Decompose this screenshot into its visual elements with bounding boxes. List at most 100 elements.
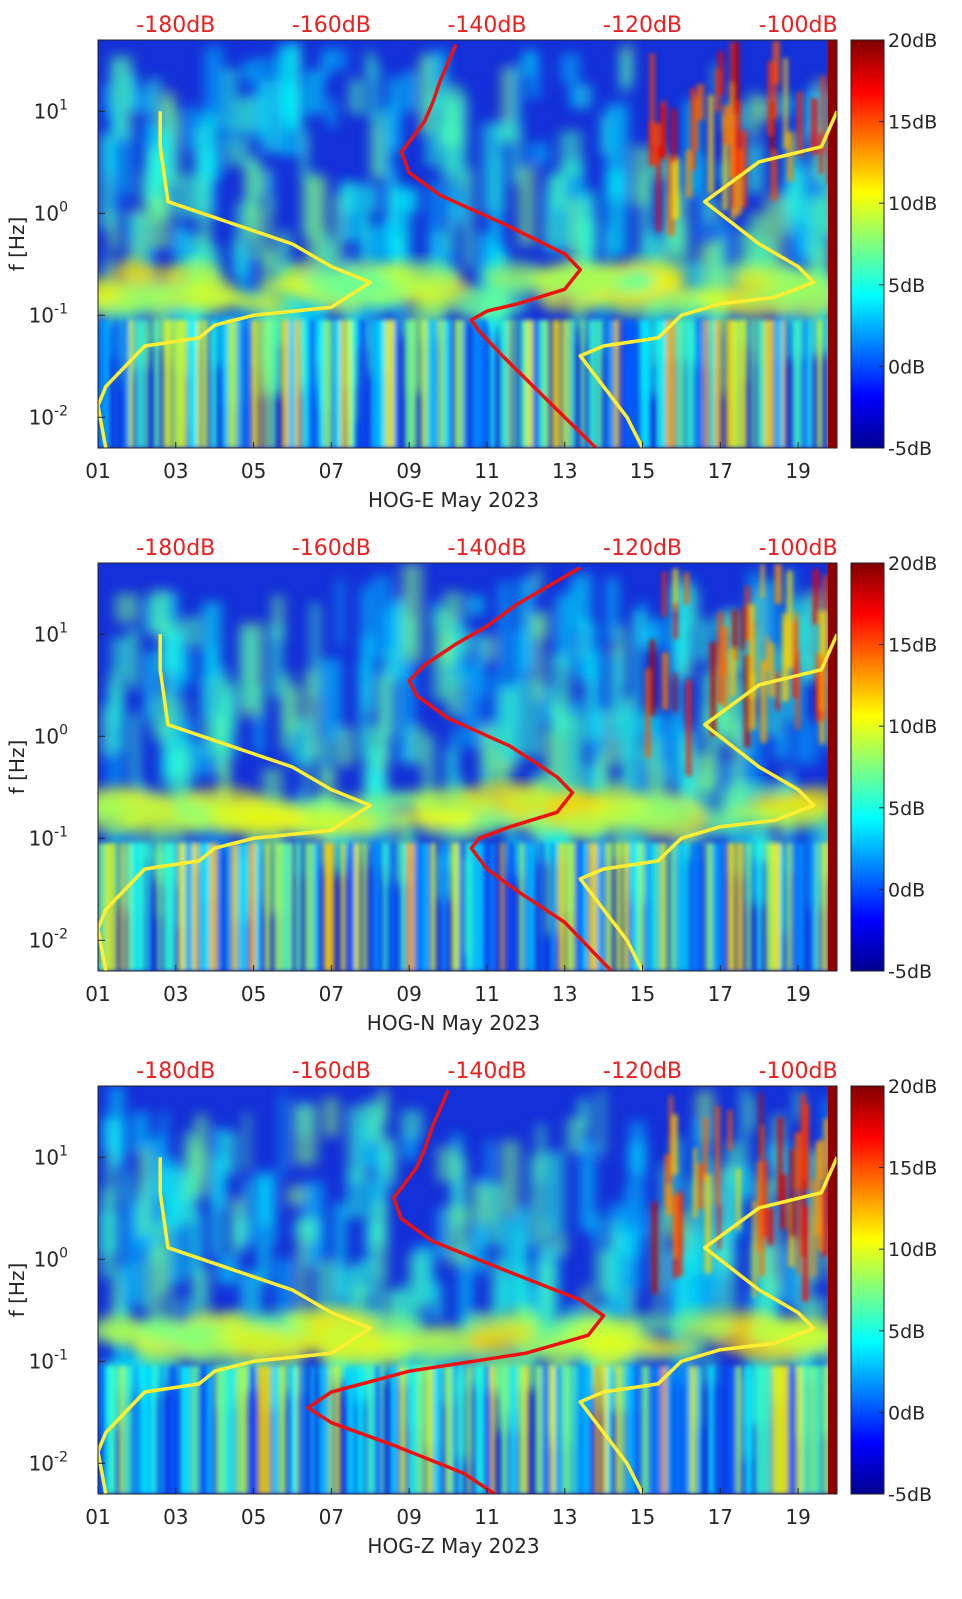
colorbar-label: 0dB bbox=[888, 356, 925, 378]
series-line-1 bbox=[98, 111, 373, 448]
colorbar bbox=[850, 562, 885, 972]
y-tick-label: 100 bbox=[34, 199, 68, 225]
y-axis-label: f [Hz] bbox=[5, 217, 29, 272]
colorbar-label: 20dB bbox=[888, 30, 937, 52]
x-tick-label: 01 bbox=[85, 459, 110, 483]
series-line-2 bbox=[578, 633, 837, 971]
y-tick-label: 10-1 bbox=[29, 1347, 68, 1373]
x-tick-label: 19 bbox=[785, 459, 810, 483]
colorbar bbox=[850, 1085, 885, 1495]
top-axis-label: -120dB bbox=[603, 1059, 682, 1084]
x-tick-label: 17 bbox=[708, 1505, 733, 1529]
top-axis-label: -160dB bbox=[292, 536, 371, 561]
x-tick-label: 13 bbox=[552, 982, 577, 1006]
x-tick-label: 01 bbox=[85, 982, 110, 1006]
series-line-2 bbox=[578, 1156, 837, 1494]
series-line-1 bbox=[98, 1157, 373, 1494]
x-tick-label: 15 bbox=[630, 982, 655, 1006]
colorbar-label: 20dB bbox=[888, 1076, 937, 1098]
y-tick-label: 100 bbox=[34, 1245, 68, 1271]
x-tick-label: 15 bbox=[630, 1505, 655, 1529]
x-tick-label: 17 bbox=[708, 982, 733, 1006]
x-tick-label: 11 bbox=[474, 459, 499, 483]
x-tick-label: 17 bbox=[708, 459, 733, 483]
y-tick-label: 10-1 bbox=[29, 301, 68, 327]
series-line-3 bbox=[306, 1090, 606, 1494]
x-axis-label: HOG-Z May 2023 bbox=[367, 1534, 539, 1558]
top-axis-label: -140dB bbox=[447, 1059, 526, 1084]
y-axis-label: f [Hz] bbox=[5, 740, 29, 795]
x-tick-label: 07 bbox=[319, 459, 344, 483]
x-tick-label: 13 bbox=[552, 459, 577, 483]
colorbar bbox=[850, 39, 885, 449]
y-tick-label: 101 bbox=[34, 97, 68, 123]
y-tick-label: 101 bbox=[34, 620, 68, 646]
y-tick-label: 10-2 bbox=[29, 1449, 68, 1475]
series-line-1 bbox=[98, 634, 373, 971]
top-axis-label: -100dB bbox=[759, 536, 838, 561]
y-tick-label: 10-2 bbox=[29, 926, 68, 952]
top-axis-label: -100dB bbox=[759, 1059, 838, 1084]
y-tick-label: 100 bbox=[34, 722, 68, 748]
colorbar-label: 0dB bbox=[888, 879, 925, 901]
top-axis-label: -120dB bbox=[603, 536, 682, 561]
x-tick-label: 03 bbox=[163, 1505, 188, 1529]
plot-frame bbox=[97, 1085, 838, 1495]
series-line-3 bbox=[407, 566, 613, 971]
x-tick-label: 09 bbox=[396, 1505, 421, 1529]
series-line-2 bbox=[578, 110, 837, 448]
colorbar-label: 15dB bbox=[888, 112, 937, 134]
x-tick-label: 05 bbox=[241, 982, 266, 1006]
x-tick-label: 05 bbox=[241, 1505, 266, 1529]
x-tick-label: 03 bbox=[163, 459, 188, 483]
plot-frame bbox=[97, 562, 838, 972]
y-tick-label: 10-1 bbox=[29, 824, 68, 850]
colorbar-label: -5dB bbox=[888, 438, 932, 460]
colorbar-label: 10dB bbox=[888, 716, 937, 738]
y-axis-label: f [Hz] bbox=[5, 1263, 29, 1318]
colorbar-label: 20dB bbox=[888, 553, 937, 575]
top-axis-label: -140dB bbox=[447, 536, 526, 561]
x-tick-label: 09 bbox=[396, 459, 421, 483]
colorbar-label: 10dB bbox=[888, 1239, 937, 1261]
x-tick-label: 01 bbox=[85, 1505, 110, 1529]
top-axis-label: -160dB bbox=[292, 1059, 371, 1084]
panel-1: 01 03 05 07 09 11 13 15 17 19 HOG-E May 2023 10-2 10… bbox=[5, 13, 937, 512]
x-tick-label: 19 bbox=[785, 1505, 810, 1529]
top-axis-label: -160dB bbox=[292, 13, 371, 38]
y-tick-label: 101 bbox=[34, 1143, 68, 1169]
x-axis-label: HOG-E May 2023 bbox=[368, 488, 539, 512]
x-tick-label: 15 bbox=[630, 459, 655, 483]
series-line-3 bbox=[399, 44, 598, 448]
y-tick-label: 10-2 bbox=[29, 403, 68, 429]
x-tick-label: 09 bbox=[396, 982, 421, 1006]
colorbar-label: 15dB bbox=[888, 1158, 937, 1180]
colorbar-label: 5dB bbox=[888, 1321, 925, 1343]
spectrogram-image bbox=[98, 40, 837, 448]
colorbar-label: 10dB bbox=[888, 193, 937, 215]
colorbar-label: 0dB bbox=[888, 1402, 925, 1424]
x-tick-label: 11 bbox=[474, 982, 499, 1006]
top-axis-label: -180dB bbox=[136, 1059, 215, 1084]
x-tick-label: 03 bbox=[163, 982, 188, 1006]
x-tick-label: 11 bbox=[474, 1505, 499, 1529]
top-axis-label: -100dB bbox=[759, 13, 838, 38]
colorbar-label: 5dB bbox=[888, 275, 925, 297]
panel-3: 01 03 05 07 09 11 13 15 17 19 HOG-Z May 2023 10-2 10… bbox=[5, 1059, 937, 1558]
x-tick-label: 07 bbox=[319, 982, 344, 1006]
colorbar-label: 15dB bbox=[888, 635, 937, 657]
x-axis-label: HOG-N May 2023 bbox=[367, 1011, 540, 1035]
spectrogram-image bbox=[98, 563, 837, 971]
x-tick-label: 07 bbox=[319, 1505, 344, 1529]
colorbar-label: -5dB bbox=[888, 1484, 932, 1506]
colorbar-label: 5dB bbox=[888, 798, 925, 820]
top-axis-label: -180dB bbox=[136, 13, 215, 38]
colorbar-label: -5dB bbox=[888, 961, 932, 983]
x-tick-label: 13 bbox=[552, 1505, 577, 1529]
top-axis-label: -120dB bbox=[603, 13, 682, 38]
top-axis-label: -180dB bbox=[136, 536, 215, 561]
panel-2: 01 03 05 07 09 11 13 15 17 19 HOG-N May 2023 10-2 10… bbox=[5, 536, 937, 1035]
x-tick-label: 19 bbox=[785, 982, 810, 1006]
top-axis-label: -140dB bbox=[447, 13, 526, 38]
